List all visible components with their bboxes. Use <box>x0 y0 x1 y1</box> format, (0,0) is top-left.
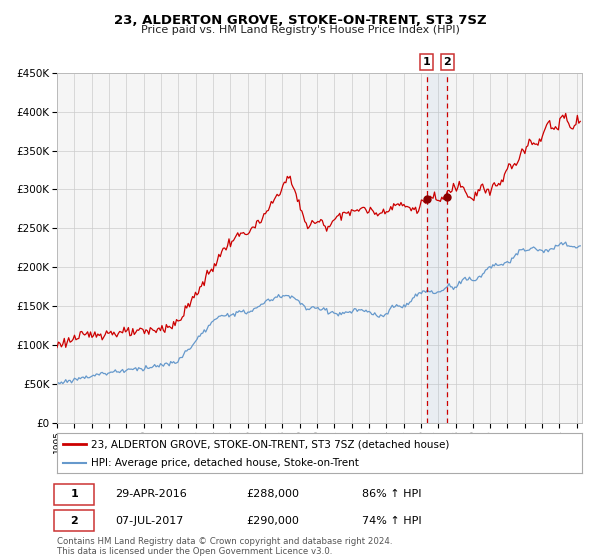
FancyBboxPatch shape <box>55 510 94 531</box>
Text: 23, ALDERTON GROVE, STOKE-ON-TRENT, ST3 7SZ: 23, ALDERTON GROVE, STOKE-ON-TRENT, ST3 … <box>113 14 487 27</box>
Text: 29-APR-2016: 29-APR-2016 <box>115 489 187 500</box>
Text: 1: 1 <box>423 57 430 67</box>
Text: 1: 1 <box>70 489 78 500</box>
Text: This data is licensed under the Open Government Licence v3.0.: This data is licensed under the Open Gov… <box>57 548 332 557</box>
Text: 07-JUL-2017: 07-JUL-2017 <box>115 516 183 526</box>
Bar <box>427 73 447 423</box>
Text: £288,000: £288,000 <box>246 489 299 500</box>
Text: Price paid vs. HM Land Registry's House Price Index (HPI): Price paid vs. HM Land Registry's House … <box>140 25 460 35</box>
FancyBboxPatch shape <box>55 484 94 505</box>
Text: 2: 2 <box>70 516 78 526</box>
Text: 74% ↑ HPI: 74% ↑ HPI <box>361 516 421 526</box>
Text: Contains HM Land Registry data © Crown copyright and database right 2024.: Contains HM Land Registry data © Crown c… <box>57 538 392 547</box>
Text: 86% ↑ HPI: 86% ↑ HPI <box>361 489 421 500</box>
Text: 2: 2 <box>443 57 451 67</box>
Text: HPI: Average price, detached house, Stoke-on-Trent: HPI: Average price, detached house, Stok… <box>91 458 359 468</box>
Text: 23, ALDERTON GROVE, STOKE-ON-TRENT, ST3 7SZ (detached house): 23, ALDERTON GROVE, STOKE-ON-TRENT, ST3 … <box>91 439 449 449</box>
Text: £290,000: £290,000 <box>246 516 299 526</box>
